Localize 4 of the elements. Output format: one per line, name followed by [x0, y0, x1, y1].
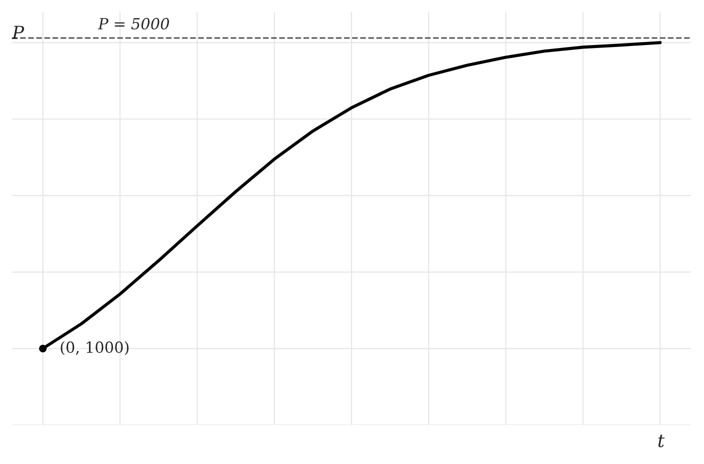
y-axis-title: P [12, 26, 24, 39]
text: P = 5000 [98, 18, 169, 30]
x-axis-title: t [658, 434, 665, 448]
annotation: (0, 1000) [60, 341, 129, 356]
